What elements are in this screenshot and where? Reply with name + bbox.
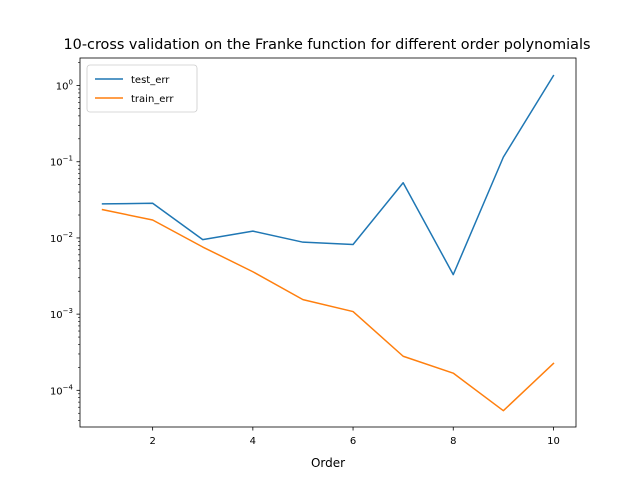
series-line-test_err <box>101 74 555 276</box>
legend-box <box>86 64 198 113</box>
x-tick-label: 2 <box>149 436 155 447</box>
y-tick-label: 10−3 <box>50 307 73 321</box>
x-tick-label: 6 <box>350 436 356 447</box>
y-tick-label: 10−1 <box>50 155 73 169</box>
x-tick-label: 8 <box>450 436 456 447</box>
legend-label-train_err: train_err <box>131 94 174 105</box>
x-tick-label: 10 <box>547 436 560 447</box>
x-tick-label: 4 <box>250 436 256 447</box>
series-layer <box>101 74 555 412</box>
y-tick-label: 10−2 <box>50 231 73 245</box>
y-tick-label: 100 <box>56 79 73 93</box>
x-axis-label: Order <box>311 456 345 470</box>
chart-title: 10-cross validation on the Franke functi… <box>64 37 591 53</box>
plot-frame <box>79 57 577 428</box>
y-tick-label: 10−4 <box>50 383 74 397</box>
legend-label-test_err: test_err <box>131 75 170 86</box>
legend: test_err train_err <box>86 64 198 113</box>
series-line-train_err <box>101 208 555 412</box>
